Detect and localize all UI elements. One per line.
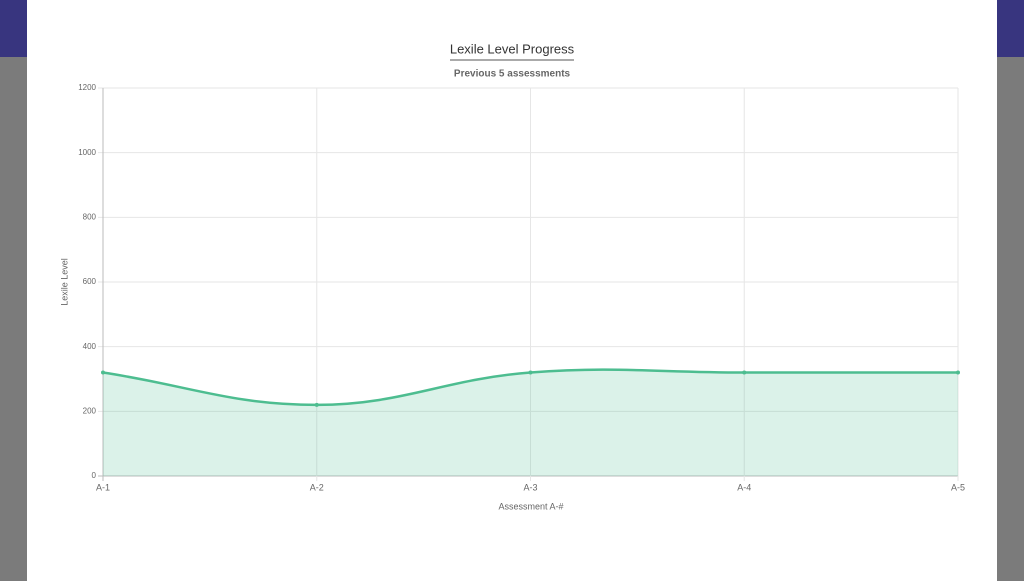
x-tick-label: A-1 [96,482,110,492]
point [314,402,319,407]
y-tick-label: 800 [83,212,97,221]
y-tick-label: 1200 [78,83,96,92]
y-axis-label: Lexile Level [59,258,69,306]
chart-subtitle: Previous 5 assessments [454,69,571,80]
modal [27,0,997,581]
y-tick-label: 600 [83,277,97,286]
y-tick-label: 400 [83,342,97,351]
x-tick-label: A-4 [737,482,751,492]
area [103,369,958,476]
y-tick-label: 1000 [78,148,96,157]
x-tick-label: A-3 [523,482,537,492]
point [742,370,747,375]
x-tick-label: A-2 [310,482,324,492]
x-axis-label: Assessment A-# [498,501,563,511]
chart-title: Lexile Level Progress [450,41,575,56]
x-tick-label: A-5 [951,482,965,492]
point [101,370,105,375]
y-tick-label: 0 [92,471,97,480]
point [528,370,533,375]
point [956,370,960,375]
y-tick-label: 200 [83,406,97,415]
